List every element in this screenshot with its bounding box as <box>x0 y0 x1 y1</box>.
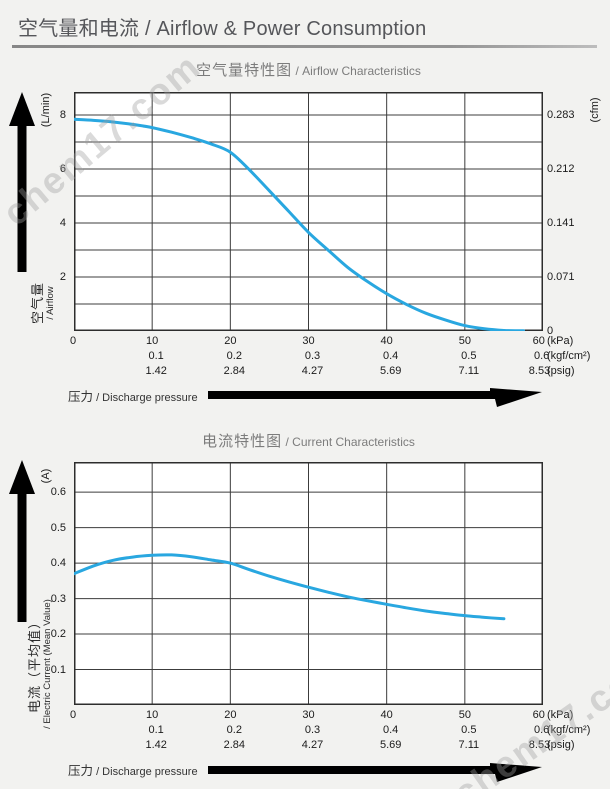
x-axis-caption-current: 压力 / Discharge pressure <box>68 760 198 779</box>
y-axis-right-tick-label: 0.212 <box>547 162 575 175</box>
x-axis-tick-label: 40 <box>380 709 393 721</box>
y-axis-unit-ampere: (A) <box>40 468 52 484</box>
x-axis-unit-label: (kgf/cm²) <box>547 350 591 362</box>
airflow-chart-plot <box>74 92 543 331</box>
x-axis-tick-label: 40 <box>380 335 393 347</box>
y-axis-tick-label: 0.3 <box>50 592 66 605</box>
y-axis-name-airflow: 空气量 / Airflow <box>30 281 57 325</box>
x-axis-tick-label: 8.53 <box>528 365 551 377</box>
x-axis-tick-label: 0.4 <box>383 724 399 736</box>
y-axis-unit-lmin: (L/min) <box>40 92 52 128</box>
x-axis-tick-label: 0.6 <box>533 350 550 362</box>
x-axis-tick-label: 20 <box>224 709 237 721</box>
x-axis-tick-label: 0 <box>70 335 77 347</box>
x-axis-caption-airflow-en: / Discharge pressure <box>93 392 198 404</box>
y-axis-tick-label: 6 <box>59 162 66 175</box>
x-axis-tick-label: 0.5 <box>461 350 477 362</box>
x-axis-tick-label: 4.27 <box>301 739 324 751</box>
x-axis-tick-label: 0.1 <box>148 724 164 736</box>
x-axis-tick-label: 60 <box>532 335 545 347</box>
y-axis-unit-cfm: (cfm) <box>589 97 601 123</box>
y-axis-up-arrow-icon <box>9 460 35 622</box>
x-axis-tick-label: 0.2 <box>226 724 242 736</box>
x-axis-tick-label: 10 <box>146 335 159 347</box>
x-axis-tick-label: 0 <box>70 709 77 721</box>
y-axis-tick-label: 0.1 <box>50 663 66 676</box>
y-axis-tick-label: 4 <box>59 216 66 229</box>
chart-title-current: 电流特性图 / Current Characteristics <box>74 430 543 451</box>
x-axis-tick-label: 30 <box>302 709 315 721</box>
x-axis-tick-label: 8.53 <box>528 739 551 751</box>
y-axis-tick-label: 2 <box>59 270 66 283</box>
x-axis-tick-label: 1.42 <box>145 365 167 377</box>
x-axis-tick-label: 5.69 <box>379 739 402 751</box>
y-axis-name-current-zh: 电流（平均值） <box>27 614 43 714</box>
x-axis-caption-current-en: / Discharge pressure <box>93 766 198 778</box>
chart-title-airflow-en: / Airflow Characteristics <box>292 64 421 78</box>
y-axis-name-airflow-en: / Airflow <box>45 286 57 320</box>
x-axis-tick-label: 2.84 <box>223 739 246 751</box>
y-axis-tick-label: 0.2 <box>50 628 66 641</box>
chart-title-current-zh: 电流特性图 <box>202 433 283 450</box>
y-axis-right-tick-label: 0 <box>547 325 554 337</box>
x-axis-tick-label: 0.5 <box>461 724 477 736</box>
x-axis-caption-current-zh: 压力 <box>68 764 94 778</box>
x-axis-caption-airflow-zh: 压力 <box>68 390 94 404</box>
x-axis-unit-label: (kPa) <box>547 709 574 721</box>
x-axis-tick-label: 60 <box>532 709 545 721</box>
y-axis-tick-label: 0.4 <box>50 557 66 570</box>
x-axis-tick-label: 0.4 <box>383 350 399 362</box>
x-axis-tick-label: 1.42 <box>145 739 167 751</box>
page-title-zh: 空气量和电流 <box>18 18 140 40</box>
y-axis-right-tick-label: 0.071 <box>547 270 575 283</box>
x-axis-tick-label: 50 <box>458 335 471 347</box>
x-axis-tick-label: 50 <box>458 709 471 721</box>
x-axis-tick-label: 2.84 <box>223 365 246 377</box>
x-axis-unit-label: (kgf/cm²) <box>547 724 591 736</box>
y-axis-tick-label: 0.6 <box>50 486 66 499</box>
x-axis-tick-label: 0.3 <box>304 724 321 736</box>
x-axis-tick-label: 7.11 <box>458 365 480 377</box>
y-axis-right-tick-label: 0.141 <box>547 216 575 229</box>
y-axis-name-airflow-zh: 空气量 <box>30 281 46 325</box>
y-axis-tick-label: 0.5 <box>50 521 66 534</box>
x-axis-unit-label: (psig) <box>547 365 575 377</box>
chart-title-current-en: / Current Characteristics <box>282 435 415 449</box>
x-axis-unit-label: (kPa) <box>547 335 574 347</box>
current-chart-plot <box>74 462 543 705</box>
x-axis-tick-label: 0.6 <box>533 724 550 736</box>
x-axis-tick-label: 5.69 <box>379 365 402 377</box>
x-axis-tick-label: 4.27 <box>301 365 324 377</box>
x-axis-tick-label: 30 <box>302 335 315 347</box>
x-axis-unit-label: (psig) <box>547 739 575 751</box>
page-title-en: / Airflow & Power Consumption <box>139 18 427 40</box>
y-axis-tick-label: 8 <box>59 108 66 121</box>
chart-title-airflow: 空气量特性图 / Airflow Characteristics <box>74 59 543 80</box>
chart-title-airflow-zh: 空气量特性图 <box>196 62 293 79</box>
y-axis-up-arrow-icon <box>9 92 35 272</box>
x-axis-tick-label: 0.2 <box>226 350 242 362</box>
title-divider <box>12 45 597 48</box>
x-axis-caption-airflow: 压力 / Discharge pressure <box>68 386 198 405</box>
y-axis-right-tick-label: 0.283 <box>547 108 575 121</box>
x-axis-tick-label: 7.11 <box>458 739 480 751</box>
x-axis-tick-label: 0.1 <box>148 350 164 362</box>
x-axis-tick-label: 0.3 <box>304 350 321 362</box>
page-title: 空气量和电流 / Airflow & Power Consumption <box>18 12 426 41</box>
x-axis-tick-label: 20 <box>224 335 237 347</box>
x-axis-tick-label: 10 <box>146 709 159 721</box>
pressure-right-arrow-icon <box>208 763 542 782</box>
pressure-right-arrow-icon <box>208 388 542 407</box>
